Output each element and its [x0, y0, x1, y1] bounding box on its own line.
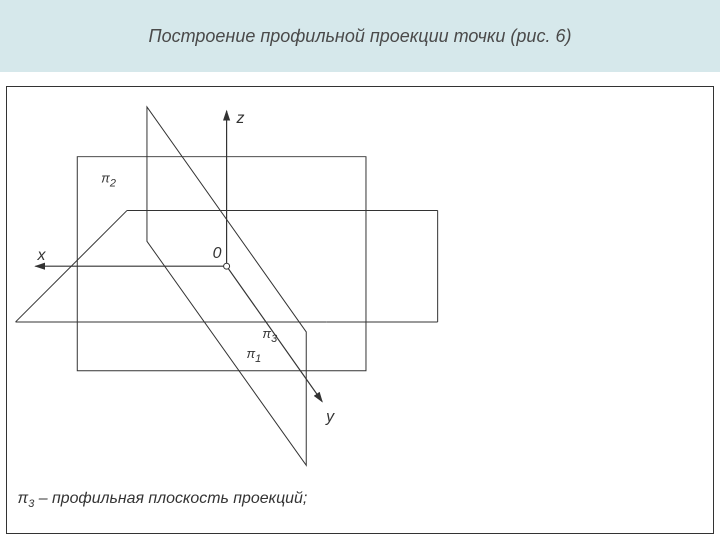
pi2-label: π2: [101, 171, 116, 190]
origin-label: 0: [213, 245, 222, 262]
axis-y-label: y: [325, 409, 335, 426]
diagram-frame: z x y 0 π2 π3 π1 π3 – профильная плоскос…: [6, 86, 714, 534]
slide-header: Построение профильной проекции точки (ри…: [0, 0, 720, 72]
slide-title: Построение профильной проекции точки (ри…: [149, 26, 572, 47]
axis-x-label: x: [36, 247, 46, 264]
plane-pi2: [77, 157, 366, 371]
pi1-label: π1: [247, 346, 262, 365]
origin-point: [224, 263, 230, 269]
axis-z-label: z: [236, 110, 245, 127]
projection-diagram: z x y 0 π2 π3 π1 π3 – профильная плоскос…: [7, 87, 713, 533]
pi3-label: π3: [262, 326, 277, 345]
diagram-caption: π3 – профильная плоскость проекций;: [18, 490, 308, 510]
